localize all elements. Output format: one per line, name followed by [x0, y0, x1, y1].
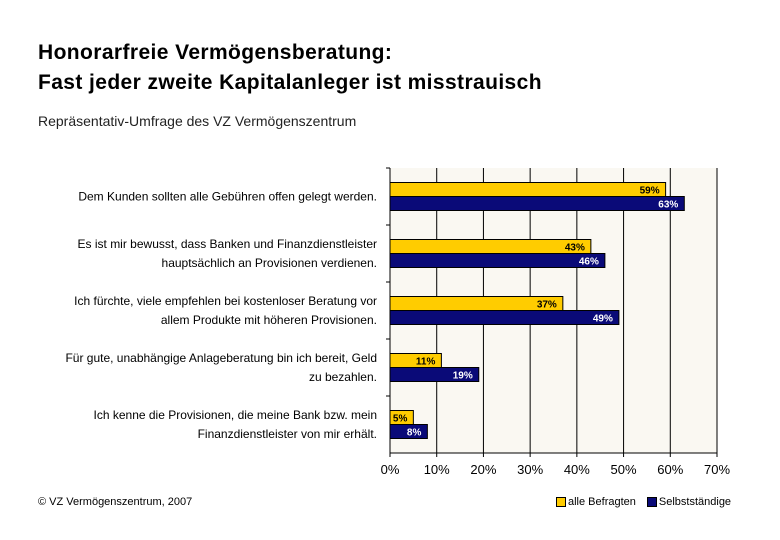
x-tick-label: 40% — [564, 462, 590, 477]
bar-selbststaendige — [389, 253, 606, 268]
title-line-1: Honorarfreie Vermögensberatung: — [38, 41, 393, 64]
legend: alle Befragten Selbstständige — [556, 496, 739, 508]
chart-subtitle: Repräsentativ-Umfrage des VZ Vermögensze… — [38, 113, 357, 129]
category-label: Ich fürchte, viele empfehlen bei kostenl… — [74, 294, 377, 308]
category-label: Für gute, unabhängige Anlageberatung bin… — [65, 351, 377, 365]
data-label: 19% — [453, 371, 473, 382]
legend-swatch-2 — [646, 497, 657, 507]
x-tick-label: 50% — [611, 462, 637, 477]
x-tick-label: 70% — [704, 462, 730, 477]
category-label: hauptsächlich an Provisionen verdienen. — [162, 256, 377, 270]
bar-alle-befragten — [389, 239, 592, 254]
category-label: zu bezahlen. — [309, 370, 377, 384]
category-label: Ich kenne die Provisionen, die meine Ban… — [94, 408, 378, 422]
legend-label-2: Selbstständige — [658, 496, 732, 508]
bar-selbststaendige — [389, 424, 428, 439]
x-tick-label: 30% — [517, 462, 543, 477]
category-label: Dem Kunden sollten alle Gebühren offen g… — [78, 190, 377, 204]
data-label: 5% — [393, 414, 408, 425]
category-label: Es ist mir bewusst, dass Banken und Fina… — [78, 237, 377, 251]
x-tick-label: 0% — [381, 462, 400, 477]
category-label: Finanzdienstleister von mir erhält. — [198, 427, 377, 441]
data-label: 59% — [640, 186, 660, 197]
data-label: 49% — [593, 314, 613, 325]
legend-item-2: Selbstständige — [646, 496, 732, 508]
bar-selbststaendige — [389, 310, 620, 325]
data-label: 11% — [416, 357, 436, 368]
bar-selbststaendige — [389, 196, 685, 211]
category-label: allem Produkte mit höheren Provisionen. — [161, 313, 377, 327]
data-label: 43% — [565, 243, 585, 254]
bar-selbststaendige — [389, 367, 480, 382]
data-label: 37% — [537, 300, 557, 311]
legend-swatch-1 — [556, 497, 566, 507]
data-label: 46% — [579, 257, 599, 268]
legend-item-1: alle Befragten — [556, 496, 636, 508]
x-tick-label: 10% — [424, 462, 450, 477]
title-line-2: Fast jeder zweite Kapitalanleger ist mis… — [38, 71, 542, 94]
x-tick-label: 20% — [470, 462, 496, 477]
data-label: 8% — [407, 428, 422, 439]
chart-title: Honorarfreie Vermögensberatung: Fast jed… — [38, 38, 542, 98]
legend-label-1: alle Befragten — [568, 496, 636, 508]
copyright-note: © VZ Vermögenszentrum, 2007 — [38, 496, 193, 508]
x-tick-label: 60% — [657, 462, 683, 477]
data-label: 63% — [658, 200, 678, 211]
bar-alle-befragten — [389, 182, 667, 197]
